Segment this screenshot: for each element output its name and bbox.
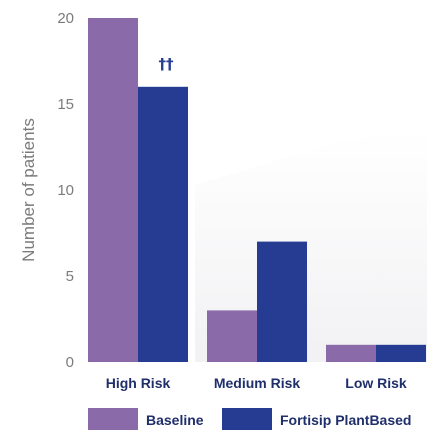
bar-fortisip-plantbased-low-risk bbox=[376, 344, 426, 362]
y-tick-label: 5 bbox=[66, 268, 74, 285]
x-tick-label: High Risk bbox=[106, 375, 171, 391]
y-tick-label: 10 bbox=[57, 182, 74, 199]
legend-label: Baseline bbox=[146, 412, 204, 428]
bar-baseline-high-risk bbox=[88, 18, 138, 362]
legend-swatch bbox=[222, 408, 272, 430]
y-axis-label: Number of patients bbox=[19, 118, 38, 262]
y-tick-label: 20 bbox=[57, 10, 74, 27]
bars bbox=[88, 18, 426, 363]
x-tick-label: Medium Risk bbox=[214, 375, 301, 391]
y-axis: 0 5 10 15 20 bbox=[57, 10, 74, 371]
y-tick-label: 15 bbox=[57, 96, 74, 113]
x-tick-label: Low Risk bbox=[345, 375, 407, 391]
legend-swatch bbox=[88, 408, 138, 430]
y-tick-label: 0 bbox=[66, 354, 74, 371]
bar-fortisip-plantbased-high-risk bbox=[138, 86, 188, 363]
bar-baseline-medium-risk bbox=[207, 310, 257, 362]
bar-fortisip-plantbased-medium-risk bbox=[257, 241, 307, 362]
significance-annotation: †† bbox=[159, 55, 175, 73]
annotations: †† bbox=[159, 55, 175, 73]
background-swoosh bbox=[195, 130, 427, 362]
bar-baseline-low-risk bbox=[326, 344, 376, 362]
legend-label: Fortisip PlantBased bbox=[280, 412, 411, 428]
legend: Baseline Fortisip PlantBased bbox=[88, 408, 411, 430]
x-axis: High Risk Medium Risk Low Risk bbox=[106, 375, 407, 391]
